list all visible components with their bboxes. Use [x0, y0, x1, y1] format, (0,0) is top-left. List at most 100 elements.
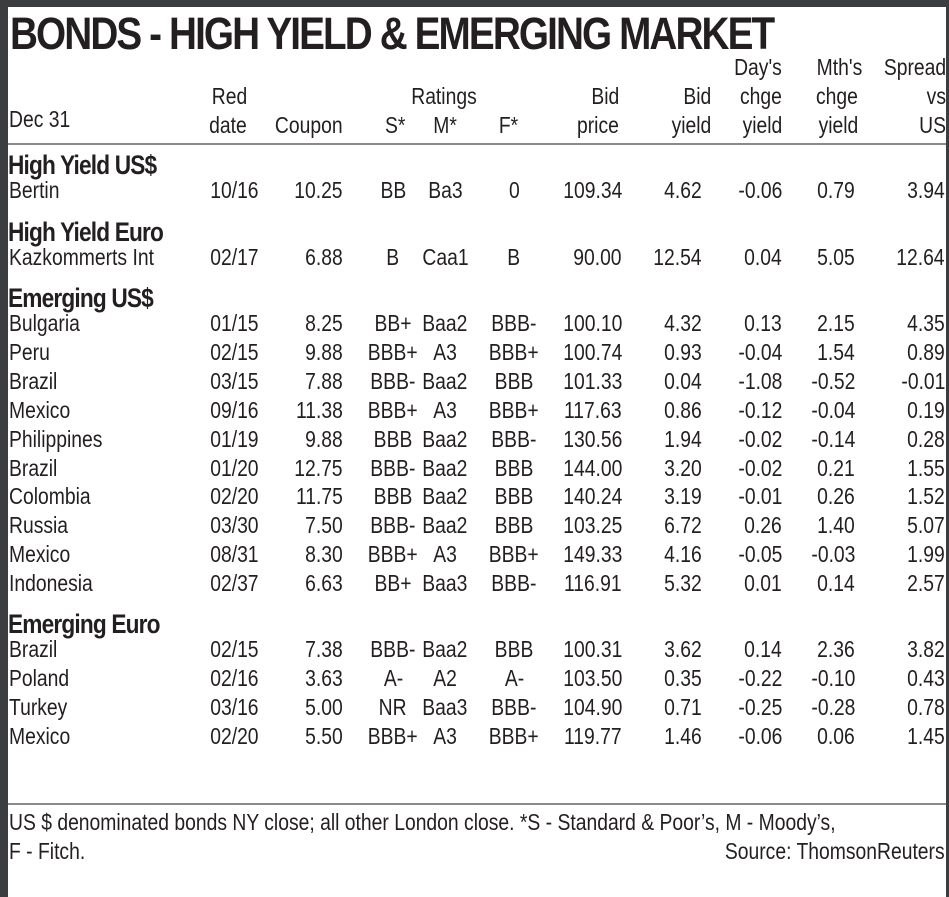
header-mths-2: chge [816, 83, 858, 109]
header-red: Red [211, 83, 247, 109]
cell-red-date: 02/17 [210, 244, 259, 270]
header-divider [8, 143, 946, 145]
cell-bid-yield: 5.32 [664, 570, 702, 597]
top-rule [8, 4, 946, 7]
cell-s: BBB+ [368, 722, 418, 749]
cell-s: BBB+ [368, 396, 418, 423]
cell-spread: 2.57 [907, 570, 945, 597]
cell-mth-chge: -0.04 [810, 396, 855, 423]
cell-mth-chge: -0.52 [810, 367, 855, 394]
cell-spread: 4.35 [907, 310, 945, 336]
cell-bid-price: 100.74 [562, 338, 622, 365]
bond-name: Indonesia [9, 570, 93, 597]
cell-mth-chge: 0.14 [817, 570, 855, 597]
section-header: High Yield Euro [8, 217, 164, 247]
table-row: Mexico 09/16 11.38 BBB+ A3 BBB+ 117.63 0.86 -0.1… [0, 396, 949, 425]
footer-note-line1: US $ denominated bonds NY close; all oth… [9, 809, 836, 835]
cell-bid-yield: 3.20 [664, 454, 702, 481]
cell-red-date: 02/20 [210, 722, 259, 749]
table-row: Brazil 02/15 7.38 BBB- Baa2 BBB 100.31 3.62 0.14… [0, 635, 949, 664]
cell-bid-price: 119.77 [564, 722, 622, 749]
cell-day-chge: -0.01 [737, 483, 782, 510]
cell-s: BBB- [370, 367, 416, 394]
cell-spread: 0.19 [907, 396, 945, 423]
cell-red-date: 02/20 [210, 483, 259, 510]
cell-day-chge: 0.04 [744, 244, 782, 270]
header-coupon: Coupon [275, 112, 343, 138]
cell-red-date: 02/16 [210, 664, 259, 691]
cell-f: BBB [494, 483, 534, 510]
cell-red-date: 02/15 [210, 636, 259, 662]
cell-bid-price: 117.63 [564, 396, 622, 423]
cell-spread: 0.43 [907, 664, 945, 691]
table-row: Kazkommerts Int 02/17 6.88 B Caa1 B 90.00 12.54… [0, 243, 949, 272]
cell-m: Baa3 [422, 693, 468, 720]
bond-name: Bertin [9, 177, 60, 203]
cell-day-chge: -0.06 [737, 177, 782, 203]
header-days-3: yield [742, 112, 782, 138]
bond-name: Brazil [9, 367, 58, 394]
header-spread-1: Spread [883, 54, 946, 80]
header-date: Dec 31 [9, 106, 71, 132]
cell-coupon: 5.00 [305, 693, 343, 720]
cell-m: Baa2 [422, 512, 468, 539]
cell-bid-yield: 3.62 [664, 636, 702, 662]
cell-f: BBB+ [489, 541, 539, 568]
cell-s: BB+ [374, 570, 412, 597]
bond-name: Mexico [9, 722, 71, 749]
bond-name: Bulgaria [9, 310, 80, 336]
cell-mth-chge: 1.54 [817, 338, 855, 365]
header-bid-yield-2: yield [671, 112, 711, 138]
cell-coupon: 10.25 [294, 177, 343, 203]
table-row: Russia 03/30 7.50 BBB- Baa2 BBB 103.25 6.72 0.26… [0, 511, 949, 540]
cell-red-date: 02/15 [210, 338, 259, 365]
cell-s: BB [380, 177, 406, 203]
table-row: Peru 02/15 9.88 BBB+ A3 BBB+ 100.74 0.93 -0.04 1.… [0, 338, 949, 367]
cell-red-date: 01/15 [210, 310, 259, 336]
cell-red-date: 08/31 [210, 541, 259, 568]
cell-mth-chge: -0.28 [810, 693, 855, 720]
cell-coupon: 3.63 [305, 664, 343, 691]
cell-m: Caa1 [421, 244, 469, 270]
bond-name: Mexico [9, 541, 71, 568]
cell-bid-yield: 1.46 [664, 722, 702, 749]
bond-name: Poland [9, 664, 70, 691]
bond-name: Peru [9, 338, 50, 365]
cell-mth-chge: 0.21 [817, 454, 855, 481]
bond-name: Colombia [9, 483, 91, 510]
header-fitch: F* [498, 112, 518, 138]
cell-f: A- [504, 664, 524, 691]
cell-s: BBB+ [368, 541, 418, 568]
section-header: Emerging Euro [8, 609, 160, 639]
cell-red-date: 10/16 [210, 177, 259, 203]
header-spread-2: vs [926, 83, 946, 109]
cell-red-date: 02/37 [210, 570, 259, 597]
header-ratings: Ratings [411, 83, 477, 109]
table-row: Philippines 01/19 9.88 BBB Baa2 BBB- 130.56 1.9… [0, 425, 949, 454]
cell-bid-price: 104.90 [562, 693, 622, 720]
header-days-1: Day's [734, 54, 782, 80]
footer-source: Source: ThomsonReuters [725, 838, 945, 864]
table-row: Brazil 01/20 12.75 BBB- Baa2 BBB 144.00 3.20 -0.… [0, 454, 949, 483]
table-row: Mexico 02/20 5.50 BBB+ A3 BBB+ 119.77 1.46 -0.06… [0, 722, 949, 751]
cell-s: BBB- [370, 636, 416, 662]
table-row: Brazil 03/15 7.88 BBB- Baa2 BBB 101.33 0.04 -1.0… [0, 367, 949, 396]
cell-bid-price: 103.50 [562, 664, 622, 691]
cell-spread: 1.55 [907, 454, 945, 481]
cell-red-date: 01/20 [210, 454, 259, 481]
header-bid-price-2: price [577, 112, 619, 138]
cell-day-chge: -0.05 [737, 541, 782, 568]
cell-bid-yield: 0.71 [664, 693, 702, 720]
cell-spread: 3.94 [907, 177, 945, 203]
cell-mth-chge: 5.05 [817, 244, 855, 270]
cell-day-chge: -1.08 [737, 367, 782, 394]
cell-spread: -0.01 [900, 367, 945, 394]
cell-bid-yield: 4.16 [664, 541, 702, 568]
cell-bid-price: 140.24 [562, 483, 622, 510]
cell-day-chge: -0.06 [737, 722, 782, 749]
header-mths-3: yield [818, 112, 858, 138]
cell-m: A3 [433, 722, 457, 749]
cell-day-chge: -0.25 [737, 693, 782, 720]
cell-mth-chge: -0.10 [810, 664, 855, 691]
cell-mth-chge: -0.14 [810, 425, 855, 452]
